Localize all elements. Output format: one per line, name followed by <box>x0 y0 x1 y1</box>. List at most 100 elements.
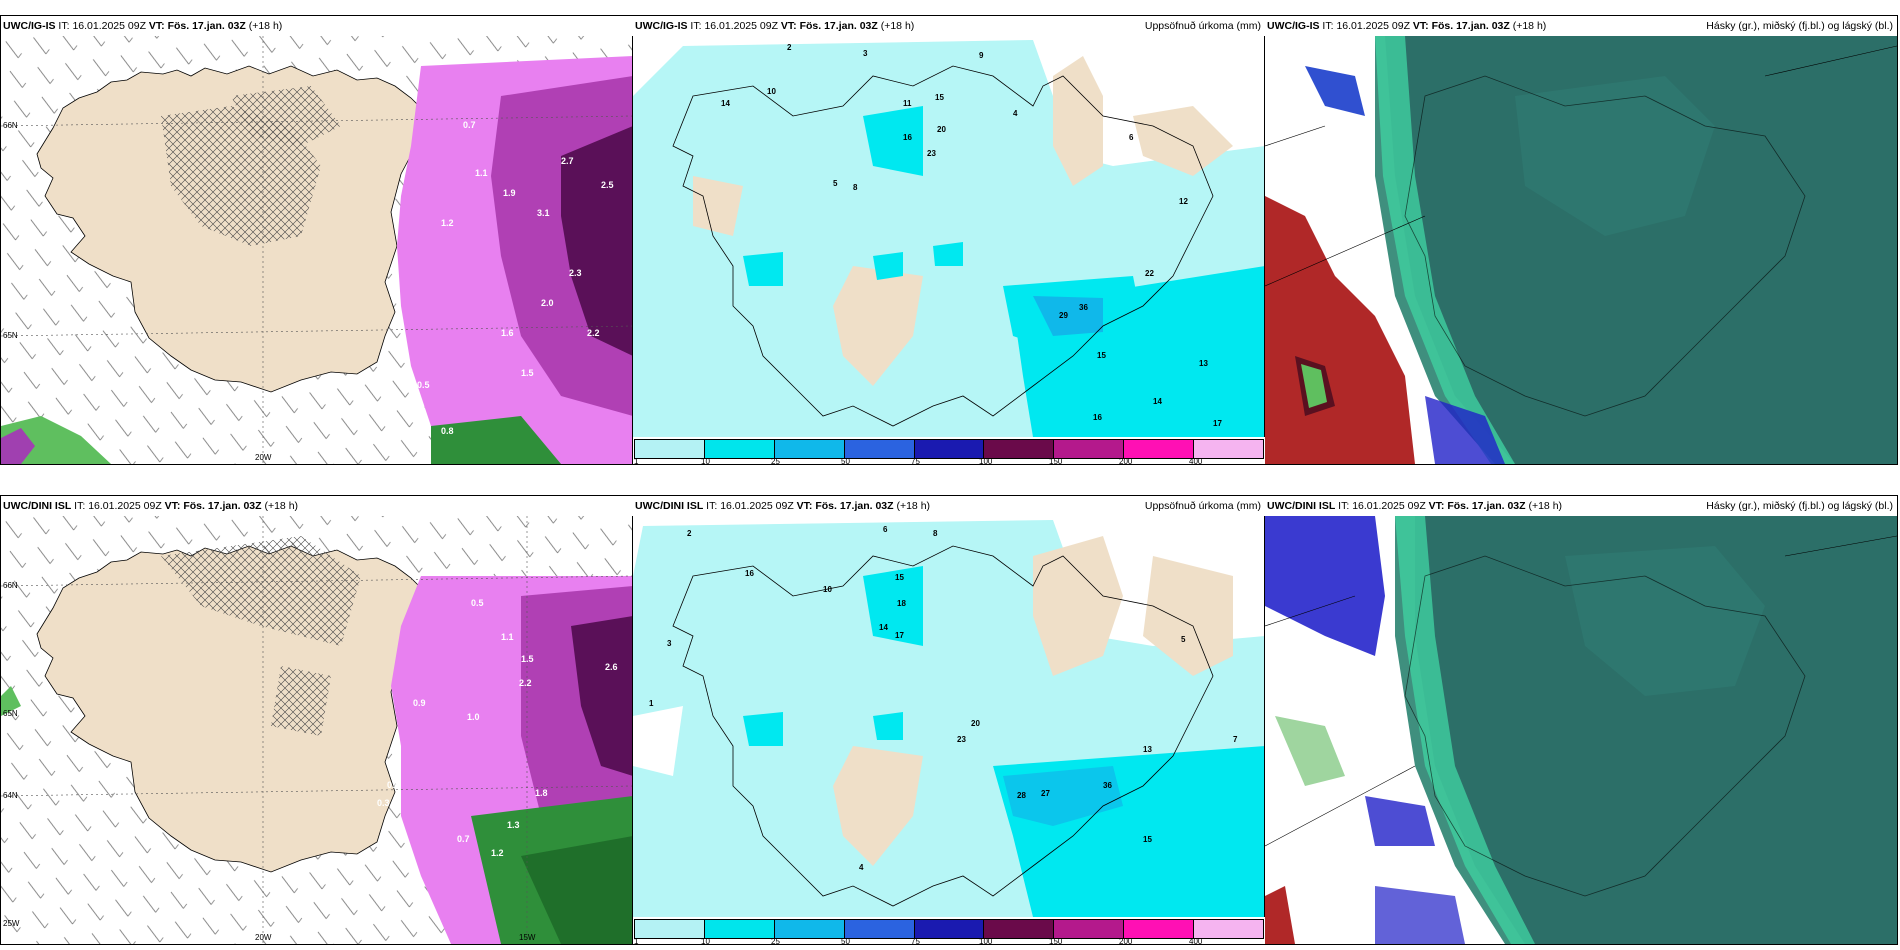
accum-precip-map-igis: UWC/IG-IS IT: 16.01.2025 09Z VT: Fös. 17… <box>632 15 1266 465</box>
accum-label: 16 <box>745 569 754 578</box>
map-area[interactable]: 66N 65N 20W 0.7 1.1 1.9 2.5 2.3 1.2 3.1 … <box>1 36 633 464</box>
panel-header: UWC/IG-IS IT: 16.01.2025 09Z VT: Fös. 17… <box>633 16 1265 36</box>
accum-label: 15 <box>1097 351 1106 360</box>
colorbar-tick: 100 <box>979 937 993 945</box>
lon-label-20w: 20W <box>255 453 272 462</box>
colorbar-tick: 50 <box>841 937 850 945</box>
map-area[interactable]: 2 3 9 14 10 11 15 20 23 16 8 36 29 15 22… <box>633 36 1265 437</box>
rate-label: 1.3 <box>507 820 520 830</box>
valid-label: VT: <box>1412 20 1429 32</box>
colorbar-tick: 50 <box>841 457 850 465</box>
panel-header: UWC/DINI ISL IT: 16.01.2025 09Z VT: Fös.… <box>1265 496 1897 516</box>
init-label: IT: <box>1338 500 1350 512</box>
accum-value-labels: 2 3 9 14 10 11 15 20 23 16 8 36 29 15 22… <box>721 43 1222 428</box>
accum-label: 12 <box>1179 197 1188 206</box>
colorbar-swatch <box>914 440 985 458</box>
panel-title: Uppsöfnuð úrkoma (mm) <box>1144 500 1261 512</box>
lead-time: (+18 h) <box>1528 500 1563 512</box>
lead-time: (+18 h) <box>1512 20 1547 32</box>
rate-label: 0.7 <box>457 834 470 844</box>
colorbar-tick: 10 <box>701 457 710 465</box>
colorbar-swatch <box>635 440 705 458</box>
accum-label: 22 <box>1145 269 1154 278</box>
accum-label: 23 <box>927 149 936 158</box>
rate-label: 2.7 <box>561 156 574 166</box>
lat-label-64n: 64N <box>3 791 18 800</box>
colorbar-tick: 25 <box>771 457 780 465</box>
map-area[interactable] <box>1265 516 1897 944</box>
panel-title: Hásky (gr.), miðský (fj.bl.) og lágský (… <box>1706 20 1893 32</box>
accum-label: 27 <box>1041 789 1050 798</box>
colorbar-swatch <box>704 920 775 938</box>
colorbar-tick: 150 <box>1049 457 1063 465</box>
accum-label: 10 <box>767 87 776 96</box>
cloud-cover-svg <box>1265 516 1897 944</box>
rate-label: 1.9 <box>503 188 516 198</box>
colorbar-tick: 1 <box>634 457 639 465</box>
colorbar-tick: 75 <box>911 937 920 945</box>
rate-label: 2.2 <box>519 678 532 688</box>
init-time: 16.01.2025 09Z <box>1336 20 1410 32</box>
accum-label: 11 <box>903 99 912 108</box>
lead-time: (+18 h) <box>880 20 915 32</box>
lon-label-20w: 20W <box>255 933 272 942</box>
colorbar-swatch <box>1194 920 1264 938</box>
accum-label: 4 <box>1013 109 1018 118</box>
accum-label: 15 <box>895 573 904 582</box>
lon-label-25w: 25W <box>3 919 20 928</box>
colorbar-tick: 75 <box>911 457 920 465</box>
colorbar-swatch <box>635 920 705 938</box>
rate-label: 1.6 <box>501 328 514 338</box>
init-label: IT: <box>690 20 702 32</box>
colorbar-tick: 400 <box>1189 457 1203 465</box>
rate-label: 2.6 <box>605 662 618 672</box>
colorbar-tick: 100 <box>979 457 993 465</box>
accum-label: 10 <box>823 585 832 594</box>
accum-label: 15 <box>1143 835 1152 844</box>
lead-time: (+18 h) <box>896 500 931 512</box>
valid-time: Fös. 17.jan. 03Z <box>183 500 262 512</box>
accum-label: 13 <box>1143 745 1152 754</box>
valid-label: VT: <box>780 20 797 32</box>
precip-rate-value-labels: 0.7 1.1 1.9 2.5 2.3 1.2 3.1 2.7 1.6 2.0 … <box>417 120 614 436</box>
accum-label: 29 <box>1059 311 1068 320</box>
colorbar-swatch <box>1124 440 1195 458</box>
accum-label: 17 <box>895 631 904 640</box>
rate-label: 2.3 <box>569 268 582 278</box>
accum-label: 14 <box>721 99 730 108</box>
accum-label: 9 <box>979 51 984 60</box>
model-name: UWC/DINI ISL <box>635 500 704 512</box>
colorbar-tick: 10 <box>701 937 710 945</box>
colorbar-swatch <box>1124 920 1195 938</box>
lead-time: (+18 h) <box>248 20 283 32</box>
rate-label: 0.5 <box>471 598 484 608</box>
accum-label: 8 <box>933 529 938 538</box>
rate-label: 0.7 <box>463 120 476 130</box>
init-time: 16.01.2025 09Z <box>704 20 778 32</box>
model-name: UWC/DINI ISL <box>1267 500 1336 512</box>
accum-label: 17 <box>1213 419 1222 428</box>
map-area[interactable]: 66N 65N 64N 25W 20W 15W 0.5 1.1 1.5 2.6 … <box>1 516 633 944</box>
precip-rate-map-dini: UWC/DINI ISL IT: 16.01.2025 09Z VT: Fös.… <box>0 495 634 945</box>
init-label: IT: <box>58 20 70 32</box>
lon-label-15w: 15W <box>519 933 536 942</box>
lat-label-66n: 66N <box>3 581 18 590</box>
accum-label: 15 <box>935 93 944 102</box>
rate-label: 0.4 <box>387 780 400 790</box>
colorbar-swatch <box>704 440 775 458</box>
cloud-cover-map-igis: UWC/IG-IS IT: 16.01.2025 09Z VT: Fös. 17… <box>1264 15 1898 465</box>
rate-label: 2.2 <box>587 328 600 338</box>
cloud-cover-map-dini: UWC/DINI ISL IT: 16.01.2025 09Z VT: Fös.… <box>1264 495 1898 945</box>
accum-label: 3 <box>667 639 672 648</box>
map-area[interactable] <box>1265 36 1897 464</box>
valid-time: Fös. 17.jan. 03Z <box>815 500 894 512</box>
colorbar-tick: 1 <box>634 937 639 945</box>
map-area[interactable]: 2 6 8 10 16 15 18 17 14 20 23 28 27 36 1… <box>633 516 1265 917</box>
init-time: 16.01.2025 09Z <box>720 500 794 512</box>
accum-label: 7 <box>1233 735 1238 744</box>
lat-label-65n: 65N <box>3 331 18 340</box>
lead-time: (+18 h) <box>264 500 299 512</box>
accum-label: 18 <box>897 599 906 608</box>
colorbar-swatch <box>984 920 1055 938</box>
accum-label: 2 <box>687 529 692 538</box>
